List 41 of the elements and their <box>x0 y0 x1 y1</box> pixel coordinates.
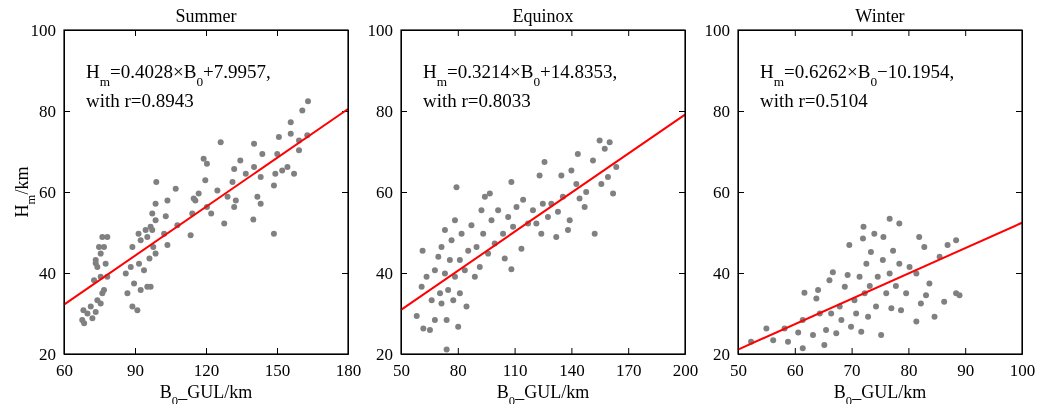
x-tick-label: 150 <box>264 361 291 381</box>
x-tick-label: 90 <box>127 361 144 381</box>
y-tick-label: 20 <box>713 344 730 364</box>
x-tick-label: 50 <box>730 361 747 381</box>
y-tick-label: 20 <box>39 344 56 364</box>
x-tick-label: 140 <box>559 361 585 381</box>
x-tick-label: 60 <box>56 361 73 381</box>
y-tick-label: 20 <box>376 344 393 364</box>
y-tick-label: 60 <box>713 182 730 202</box>
x-tick-label: 110 <box>502 361 528 381</box>
x-tick-label: 70 <box>843 361 861 381</box>
y-tick-label: 80 <box>713 101 730 121</box>
x-tick-label: 200 <box>672 361 699 381</box>
y-tick-label: 40 <box>376 263 393 283</box>
y-tick-label: 100 <box>367 20 393 40</box>
x-tick-label: 170 <box>615 361 642 381</box>
y-tick-label: 60 <box>39 182 56 202</box>
x-tick-label: 80 <box>900 361 918 381</box>
annotation: H$_{m}$=0.4028×B$_{0}$+7.9957, <box>86 61 271 89</box>
x-tick-label: 50 <box>393 361 410 381</box>
annotation: with r=0.5104 <box>760 90 869 111</box>
annotation: H$_{m}$=0.6262×B$_{0}$−10.1954, <box>760 61 955 89</box>
x-tick-label: 90 <box>957 361 975 381</box>
x-tick-label: 120 <box>193 361 220 381</box>
chart-title: Equinox <box>512 6 574 26</box>
chart-title: Winter <box>855 6 905 26</box>
y-tick-label: 80 <box>376 101 393 121</box>
y-tick-label: 100 <box>704 20 730 40</box>
y-tick-label: 40 <box>713 263 730 283</box>
y-tick-label: 40 <box>39 263 56 283</box>
y-tick-label: 60 <box>376 182 393 202</box>
annotation: with r=0.8943 <box>86 90 194 111</box>
y-tick-label: 100 <box>30 20 56 40</box>
annotation: H$_{m}$=0.3214×B$_{0}$+14.8353, <box>423 61 618 89</box>
x-tick-label: 80 <box>449 361 467 381</box>
x-tick-label: 60 <box>786 361 804 381</box>
x-tick-label: 180 <box>335 361 362 381</box>
x-tick-label: 100 <box>1009 361 1036 381</box>
chart-title: Summer <box>175 6 237 26</box>
y-tick-label: 80 <box>39 101 56 121</box>
annotation: with r=0.8033 <box>423 90 531 111</box>
